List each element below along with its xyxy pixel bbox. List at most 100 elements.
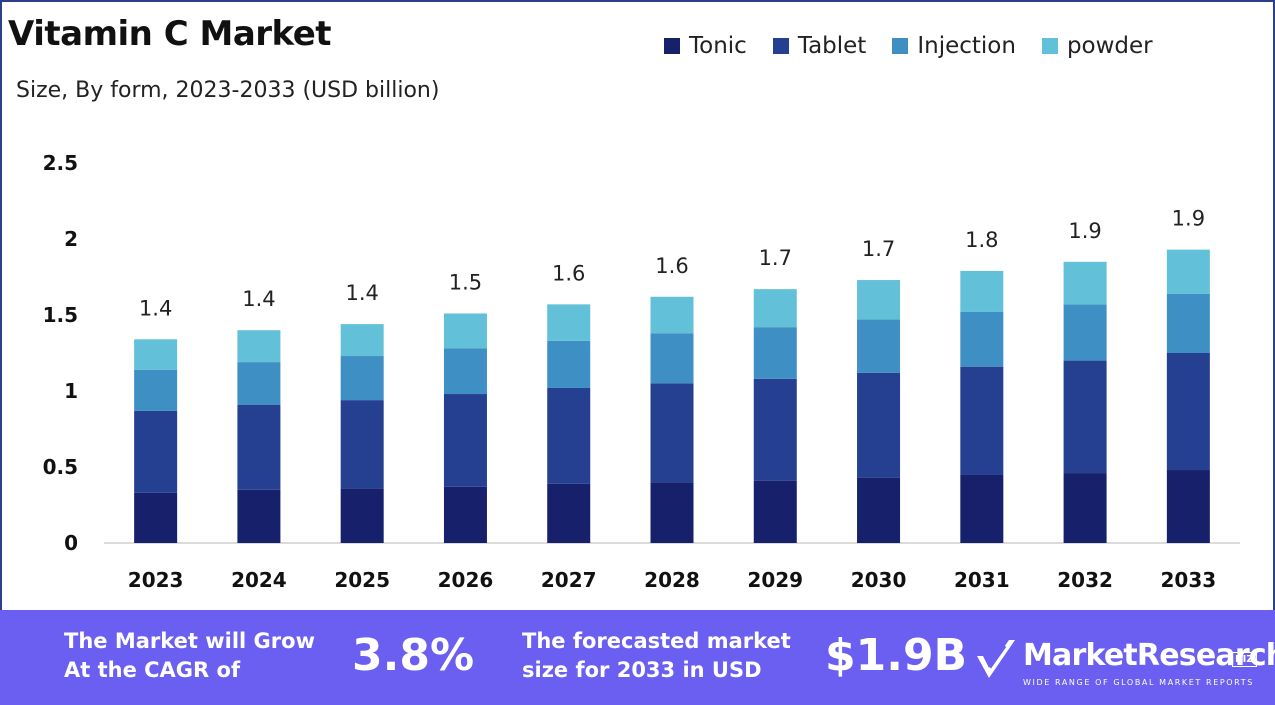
x-tick-label: 2027 [541, 568, 597, 592]
bar-segment-powder [340, 324, 384, 357]
bar-segment-injection [650, 333, 694, 384]
x-tick-label: 2023 [128, 568, 184, 592]
cagr-label-line1: The Market will Grow [64, 629, 315, 653]
y-tick-label: 1.5 [43, 303, 78, 327]
legend-label-tablet: Tablet [797, 33, 867, 59]
bar-segment-tonic [340, 488, 384, 543]
bar-segment-tablet [1166, 353, 1210, 471]
bar-segment-tonic [753, 480, 797, 543]
bar-segment-injection [857, 319, 901, 373]
brand-tagline: WIDE RANGE OF GLOBAL MARKET REPORTS [1023, 678, 1254, 687]
bar-segment-tablet [1063, 360, 1107, 474]
bar-total-label: 1.5 [449, 270, 482, 294]
legend-item-powder: powder [1041, 33, 1153, 59]
legend-swatch-injection [892, 38, 909, 54]
bar-segment-tablet [547, 387, 591, 484]
bar-segment-tablet [134, 410, 178, 493]
bar-segment-tablet [753, 378, 797, 481]
footer-banner: The Market will Grow At the CAGR of 3.8%… [0, 610, 1275, 705]
x-tick-label: 2033 [1161, 568, 1217, 592]
bar-segment-tonic [547, 483, 591, 543]
bar-segment-tonic [443, 486, 487, 543]
bar-total-label: 1.9 [1068, 219, 1101, 243]
bar-segment-injection [443, 348, 487, 395]
bar-segment-tonic [650, 482, 694, 543]
bar-segment-tablet [960, 366, 1004, 475]
bar-segment-tablet [443, 394, 487, 487]
bar-segment-powder [753, 289, 797, 328]
cagr-label-line2: At the CAGR of [64, 658, 241, 682]
x-tick-label: 2029 [747, 568, 803, 592]
x-tick-label: 2026 [438, 568, 494, 592]
x-tick-label: 2024 [231, 568, 287, 592]
bar-total-label: 1.8 [965, 228, 998, 252]
bar-total-label: 1.6 [655, 254, 688, 278]
chart-title: Vitamin C Market [8, 14, 332, 54]
bar-segment-powder [960, 270, 1004, 312]
cagr-value: 3.8% [352, 630, 475, 681]
bar-segment-injection [547, 340, 591, 388]
y-tick-label: 1 [64, 379, 78, 403]
bar-segment-injection [1063, 304, 1107, 361]
bar-total-label: 1.7 [862, 237, 895, 261]
forecast-label: The forecasted market size for 2033 in U… [522, 627, 791, 685]
x-tick-label: 2032 [1057, 568, 1113, 592]
bar-segment-tablet [857, 372, 901, 478]
bar-segment-tonic [1166, 470, 1210, 543]
legend-item-tonic: Tonic [664, 33, 747, 59]
legend-label-powder: powder [1066, 33, 1153, 59]
brand-logo-block: MarketResearch BIZ WIDE RANGE OF GLOBAL … [975, 632, 1275, 692]
stacked-bar-chart: 0 0.5 1 1.5 2 2.5 1.4 2023 1.4 2024 1.4 2025 1.5 2026… [43, 151, 1240, 592]
bar-segment-powder [650, 296, 694, 334]
bar-segment-injection [960, 311, 1004, 367]
forecast-value: $1.9B [825, 630, 968, 681]
forecast-label-line2: size for 2033 in USD [522, 658, 762, 682]
bar-segment-tonic [1063, 473, 1107, 543]
checkmark-logo-icon [977, 640, 1015, 678]
bar-total-label: 1.4 [345, 281, 378, 305]
x-tick-label: 2025 [334, 568, 390, 592]
bar-segment-tablet [340, 400, 384, 489]
bar-segment-powder [547, 304, 591, 341]
bar-segment-powder [443, 313, 487, 349]
legend-swatch-powder [1041, 38, 1058, 54]
x-tick-label: 2028 [644, 568, 700, 592]
bar-segment-tonic [960, 474, 1004, 543]
legend-label-tonic: Tonic [689, 33, 747, 59]
bar-segment-tonic [237, 489, 281, 543]
y-tick-label: 2 [64, 227, 78, 251]
bar-segment-tonic [134, 492, 178, 543]
bar-segment-powder [857, 280, 901, 320]
bar-segment-powder [1063, 261, 1107, 305]
x-tick-label: 2030 [851, 568, 907, 592]
bar-total-label: 1.9 [1172, 207, 1205, 231]
bar-total-label: 1.7 [759, 246, 792, 270]
bar-segment-injection [340, 356, 384, 401]
cagr-label: The Market will Grow At the CAGR of [64, 627, 315, 685]
bar-segment-injection [1166, 293, 1210, 353]
brand-suffix: BIZ [1232, 652, 1257, 667]
bar-segment-injection [753, 327, 797, 379]
bar-segment-tablet [650, 383, 694, 483]
bar-segment-powder [134, 339, 178, 370]
y-tick-label: 2.5 [43, 151, 78, 175]
bar-segment-powder [1166, 249, 1210, 294]
brand-name: MarketResearch [1023, 638, 1275, 673]
bar-segment-injection [134, 369, 178, 411]
bar-total-label: 1.4 [139, 296, 172, 320]
bar-segment-powder [237, 330, 281, 363]
bar-segment-injection [237, 362, 281, 405]
legend-item-injection: Injection [892, 33, 1016, 59]
chart-subtitle: Size, By form, 2023-2033 (USD billion) [16, 78, 440, 103]
legend-swatch-tablet [772, 38, 789, 54]
legend-item-tablet: Tablet [772, 33, 867, 59]
legend-label-injection: Injection [917, 33, 1016, 59]
y-tick-label: 0.5 [43, 455, 78, 479]
bar-total-label: 1.4 [242, 287, 275, 311]
bar-segment-tonic [857, 477, 901, 543]
bar-total-label: 1.6 [552, 261, 585, 285]
legend-swatch-tonic [664, 38, 680, 54]
forecast-label-line1: The forecasted market [522, 629, 791, 653]
x-tick-label: 2031 [954, 568, 1010, 592]
